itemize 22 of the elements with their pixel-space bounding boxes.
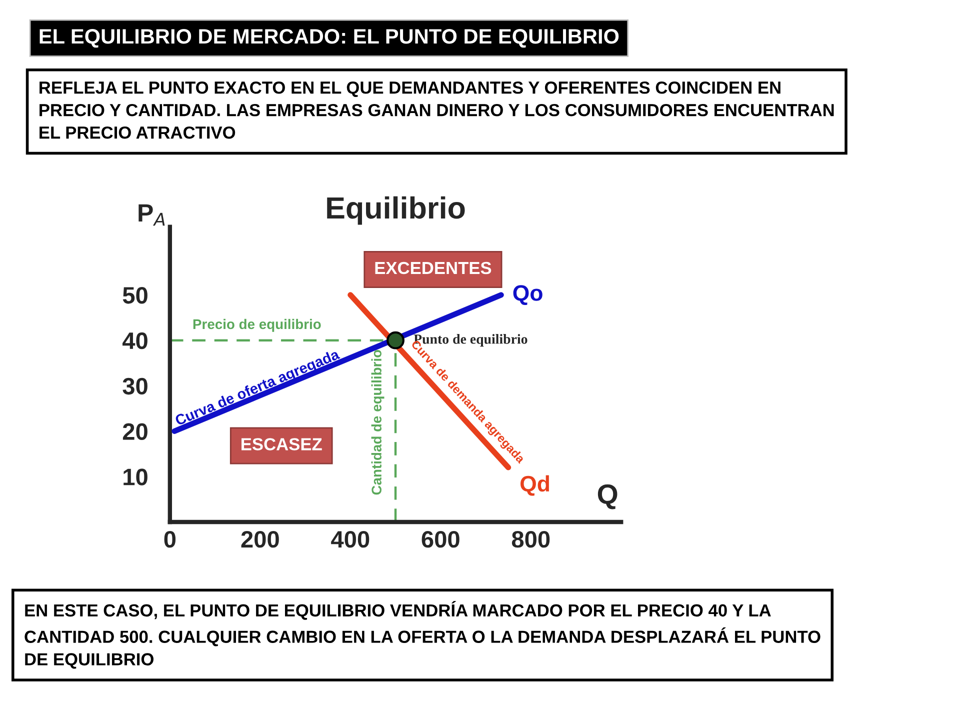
- x-axis-title: Q: [598, 484, 618, 510]
- annotation: ESCASEZ: [242, 438, 322, 450]
- series-label: Qd: [520, 475, 549, 496]
- text: REFLEJA EL PUNTO EXACTO EN EL QUE DEMANDANTES Y OFERENTES COINCIDEN EN PRECIO Y CANTIDAD. LAS EMPRESAS GANAN DINERO Y LOS CONSUMIDORES ENCUENTRAN EL PRECIO ATRACTIVO: [40, 81, 834, 139]
- text: EN ESTE CASO, EL PUNTO DE EQUILIBRIO VENDRÍA MARCADO POR EL PRECIO 40 Y LA CANTIDAD 500. CUALQUIER CAMBIO EN LA OFERTA O LA DEMANDA DESPLAZARÁ EL PUNTO DE EQUILIBRIO: [24, 601, 820, 669]
- text: EL EQUILIBRIO DE MERCADO: EL PUNTO DE EQUILIBRIO: [40, 29, 619, 48]
- x-tick-label: 0: [164, 530, 176, 548]
- y-tick-label: 20: [122, 423, 148, 440]
- x-tick-label: 200: [241, 530, 279, 548]
- y-tick-label: 50: [122, 286, 148, 304]
- ref-line-label: Precio de equilibrio: [193, 318, 321, 332]
- x-tick-label: 800: [512, 530, 550, 548]
- y-tick-label: 30: [122, 378, 148, 395]
- chart-title: Equilibrio: [327, 196, 465, 225]
- x-tick-label: 600: [422, 530, 460, 548]
- y-tick-label: 40: [122, 332, 148, 350]
- y-axis-title: P$_{A}$: [138, 204, 165, 226]
- x-tick-label: 400: [331, 530, 370, 548]
- annotation: EXCEDENTES: [375, 262, 492, 274]
- ref-line-label: Cantidad de equilibrio: [371, 350, 384, 495]
- series-label: Qo: [513, 285, 542, 306]
- y-tick-label: 10: [124, 468, 148, 486]
